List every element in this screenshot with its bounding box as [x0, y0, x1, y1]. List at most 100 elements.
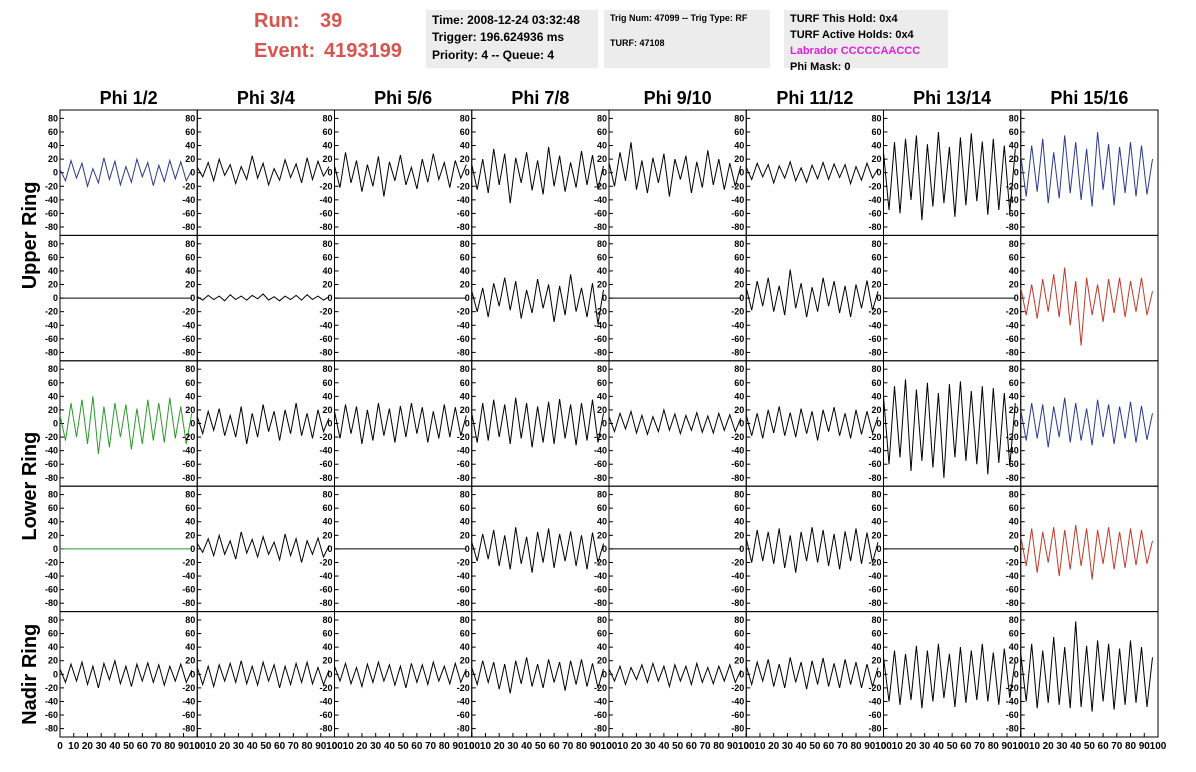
y-tick-label: -20	[319, 181, 332, 191]
y-tick-label: 40	[597, 141, 607, 151]
y-tick-label: -40	[319, 696, 332, 706]
y-tick-label: 80	[48, 490, 58, 500]
y-tick-label: 80	[734, 490, 744, 500]
y-tick-label: 0	[602, 544, 607, 554]
x-tick-label: 0	[469, 741, 475, 752]
y-tick-label: 0	[465, 544, 470, 554]
y-tick-label: -60	[45, 710, 58, 720]
waveform	[471, 527, 604, 573]
y-tick-label: 80	[322, 113, 332, 123]
y-tick-label: 20	[322, 656, 332, 666]
y-tick-label: -20	[182, 307, 195, 317]
x-tick-label: 0	[1018, 741, 1024, 752]
y-tick-label: -80	[868, 347, 881, 357]
y-tick-label: -60	[731, 334, 744, 344]
y-tick-label: -60	[319, 208, 332, 218]
x-tick-label: 20	[82, 741, 94, 752]
x-tick-label: 90	[1001, 741, 1013, 752]
y-tick-label: -80	[868, 598, 881, 608]
y-tick-label: 20	[1009, 154, 1019, 164]
y-tick-label: 60	[871, 252, 881, 262]
y-tick-label: -80	[731, 222, 744, 232]
y-tick-label: 80	[460, 364, 470, 374]
x-tick-label: 10	[480, 741, 492, 752]
y-tick-label: -80	[731, 598, 744, 608]
x-tick-label: 60	[274, 741, 286, 752]
waveform	[59, 396, 193, 455]
y-tick-label: 60	[597, 503, 607, 513]
y-tick-label: 20	[322, 530, 332, 540]
run-label: Run:	[254, 10, 300, 32]
y-tick-label: -40	[731, 320, 744, 330]
y-tick-label: 60	[871, 127, 881, 137]
y-tick-label: 60	[734, 378, 744, 388]
y-tick-label: -80	[45, 598, 58, 608]
y-tick-label: -40	[1006, 320, 1019, 330]
y-tick-label: -40	[45, 571, 58, 581]
y-tick-label: -20	[594, 683, 607, 693]
y-tick-label: -40	[868, 446, 881, 456]
waveform	[608, 407, 742, 437]
y-tick-label: -60	[45, 334, 58, 344]
waveform	[196, 531, 330, 563]
y-tick-label: -20	[457, 683, 470, 693]
y-tick-label: -80	[182, 724, 195, 734]
waveform	[334, 152, 467, 197]
y-tick-label: -80	[594, 222, 607, 232]
y-tick-label: 40	[322, 266, 332, 276]
y-tick-label: -20	[45, 307, 58, 317]
y-tick-label: 20	[185, 154, 195, 164]
info-line: Time: 2008-12-24 03:32:48	[432, 13, 580, 27]
y-tick-label: -80	[457, 598, 470, 608]
y-tick-label: -60	[594, 459, 607, 469]
y-tick-label: 40	[322, 517, 332, 527]
x-tick-label: 50	[1084, 741, 1096, 752]
panel-frame	[1020, 485, 1159, 613]
y-tick-label: -20	[1006, 307, 1019, 317]
y-tick-label: -40	[868, 195, 881, 205]
y-tick-label: 80	[460, 490, 470, 500]
x-tick-label: 20	[631, 741, 643, 752]
y-tick-label: -80	[457, 222, 470, 232]
y-tick-label: -40	[1006, 571, 1019, 581]
y-tick-label: -40	[594, 320, 607, 330]
y-tick-label: 20	[597, 280, 607, 290]
y-tick-label: -80	[594, 347, 607, 357]
y-tick-label: 0	[1014, 293, 1019, 303]
y-tick-label: -20	[594, 432, 607, 442]
y-tick-label: 80	[1009, 364, 1019, 374]
y-tick-label: -40	[731, 696, 744, 706]
y-tick-label: -20	[457, 181, 470, 191]
y-tick-label: -40	[457, 446, 470, 456]
y-tick-label: -40	[594, 195, 607, 205]
y-tick-label: 80	[734, 113, 744, 123]
y-tick-label: 80	[185, 615, 195, 625]
y-tick-label: -80	[319, 222, 332, 232]
x-tick-label: 10	[343, 741, 355, 752]
x-tick-label: 0	[194, 741, 200, 752]
x-tick-label: 40	[1070, 741, 1082, 752]
y-tick-label: 0	[876, 669, 881, 679]
y-tick-label: -20	[868, 557, 881, 567]
x-tick-label: 70	[288, 741, 300, 752]
panel-frame	[59, 611, 198, 738]
x-tick-label: 100	[738, 741, 755, 752]
x-tick-label: 70	[562, 741, 574, 752]
y-tick-label: -60	[182, 585, 195, 595]
y-tick-label: -20	[182, 557, 195, 567]
x-tick-label: 90	[315, 741, 327, 752]
y-tick-label: -80	[1006, 473, 1019, 483]
y-tick-label: -40	[319, 446, 332, 456]
x-tick-label: 20	[905, 741, 917, 752]
y-tick-label: -80	[594, 473, 607, 483]
x-tick-label: 20	[494, 741, 506, 752]
y-tick-label: -40	[182, 446, 195, 456]
y-tick-label: -40	[182, 195, 195, 205]
turf-box: TURF This Hold: 0x4 TURF Active Holds: 0…	[784, 10, 948, 73]
y-tick-label: -20	[319, 307, 332, 317]
y-tick-label: 0	[53, 168, 58, 178]
run-number: 39	[320, 10, 343, 32]
x-tick-label: 10	[205, 741, 217, 752]
x-tick-label: 0	[743, 741, 749, 752]
y-tick-label: -60	[457, 459, 470, 469]
